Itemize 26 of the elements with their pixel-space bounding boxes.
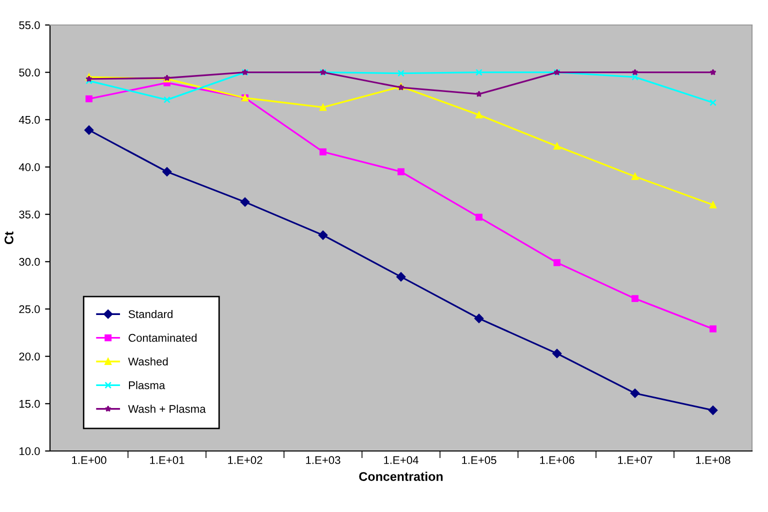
legend-label: Washed xyxy=(128,357,168,366)
y-tick-label: 45.0 xyxy=(18,116,40,124)
x-tick-label: 1.E+00 xyxy=(72,456,106,464)
x-tick-label: 1.E+04 xyxy=(384,456,418,464)
y-tick-label: 55.0 xyxy=(19,21,40,30)
x-tick-label: 1.E+05 xyxy=(462,456,496,464)
x-tick-label: 1.E+08 xyxy=(696,456,730,464)
legend-label: Plasma xyxy=(128,381,166,390)
x-tick-label: 1.E+02 xyxy=(228,456,262,464)
y-tick-label: 10.0 xyxy=(20,447,40,456)
legend-label: Standard xyxy=(128,310,172,318)
y-tick-label: 40.0 xyxy=(18,163,40,172)
y-tick-label: 35.0 xyxy=(19,210,40,218)
y-tick-label: 50.0 xyxy=(19,68,40,76)
x-tick-label: 1.E+06 xyxy=(540,456,574,464)
legend-label: Contaminated xyxy=(128,334,197,342)
x-tick-label: 1.E+07 xyxy=(618,456,652,464)
x-tick-label: 1.E+03 xyxy=(306,456,340,464)
y-tick-label: 15.0 xyxy=(20,400,40,408)
legend-label: Wash + Plasma xyxy=(128,404,206,413)
y-tick-label: 30.0 xyxy=(19,258,40,266)
y-axis-title: Ct xyxy=(4,232,14,244)
x-axis-title: Concentration xyxy=(359,472,443,481)
y-tick-label: 25.0 xyxy=(19,305,40,314)
y-tick-label: 20.0 xyxy=(19,352,40,360)
x-tick-label: 1.E+01 xyxy=(150,456,184,464)
